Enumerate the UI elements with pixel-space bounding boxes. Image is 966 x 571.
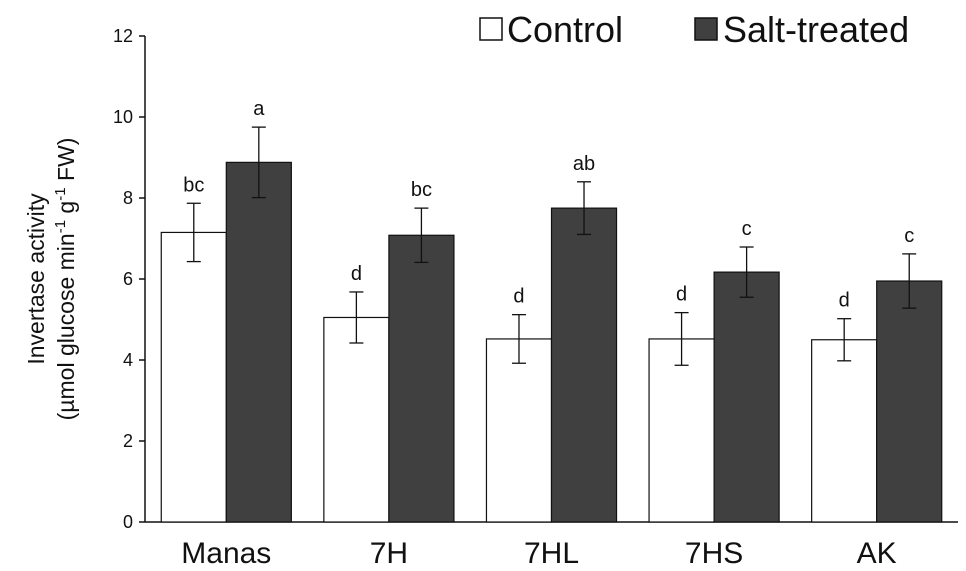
y-axis-title-superscript: -1	[52, 187, 69, 200]
legend: Control Salt-treated	[479, 9, 909, 50]
y-tick-label: 12	[113, 26, 133, 46]
y-axis-title-part: (µmol glucose min	[53, 233, 79, 420]
significance-letter: ab	[573, 153, 595, 175]
significance-letter: c	[742, 218, 752, 240]
category-label: 7HS	[685, 537, 743, 570]
y-axis-title-part: FW)	[53, 138, 79, 188]
y-axis-title-line1: Invertase activity	[23, 193, 49, 365]
legend-label-salt-treated: Salt-treated	[723, 9, 909, 50]
category-label: 7HL	[524, 537, 579, 570]
significance-letters: bc a d bc d ab d c d c	[183, 98, 914, 312]
y-tick-label: 2	[123, 431, 133, 451]
y-tick-label: 0	[123, 512, 133, 532]
legend-label-control: Control	[507, 9, 623, 50]
y-tick-label: 8	[123, 188, 133, 208]
bar	[160, 231, 227, 523]
significance-letter: d	[513, 286, 524, 308]
y-ticks: 0 2 4 6 8 10 12	[113, 26, 145, 532]
bar	[713, 271, 780, 523]
significance-letter: d	[676, 284, 687, 306]
bar	[485, 338, 553, 523]
y-axis-title-part: g	[53, 201, 79, 220]
category-label: 7H	[370, 537, 408, 570]
category-label: Manas	[181, 537, 271, 570]
bar	[811, 339, 878, 523]
y-tick-label: 6	[123, 269, 133, 289]
bar	[225, 161, 292, 523]
significance-letter: d	[351, 263, 362, 285]
bars	[160, 161, 943, 523]
significance-letter: bc	[183, 174, 204, 196]
category-label: AK	[857, 537, 897, 570]
significance-letter: a	[253, 98, 265, 120]
significance-letter: c	[904, 225, 914, 247]
legend-swatch-salt-treated	[694, 17, 718, 41]
y-tick-label: 4	[123, 350, 133, 370]
bar	[876, 280, 943, 523]
significance-letter: bc	[411, 179, 432, 201]
bar	[388, 234, 455, 523]
legend-swatch-control	[479, 17, 503, 41]
bar	[550, 207, 618, 523]
y-axis-title-line2: (µmol glucose min-1 g-1 FW)	[52, 138, 79, 421]
significance-letter: d	[839, 290, 850, 312]
y-axis-title: Invertase activity (µmol glucose min-1 g…	[23, 138, 79, 421]
y-axis-title-superscript: -1	[52, 220, 69, 233]
bar	[648, 338, 715, 523]
bar	[323, 316, 390, 523]
y-tick-label: 10	[113, 107, 133, 127]
error-bars	[186, 126, 917, 366]
category-labels: Manas 7H 7HL 7HS AK	[181, 537, 896, 570]
